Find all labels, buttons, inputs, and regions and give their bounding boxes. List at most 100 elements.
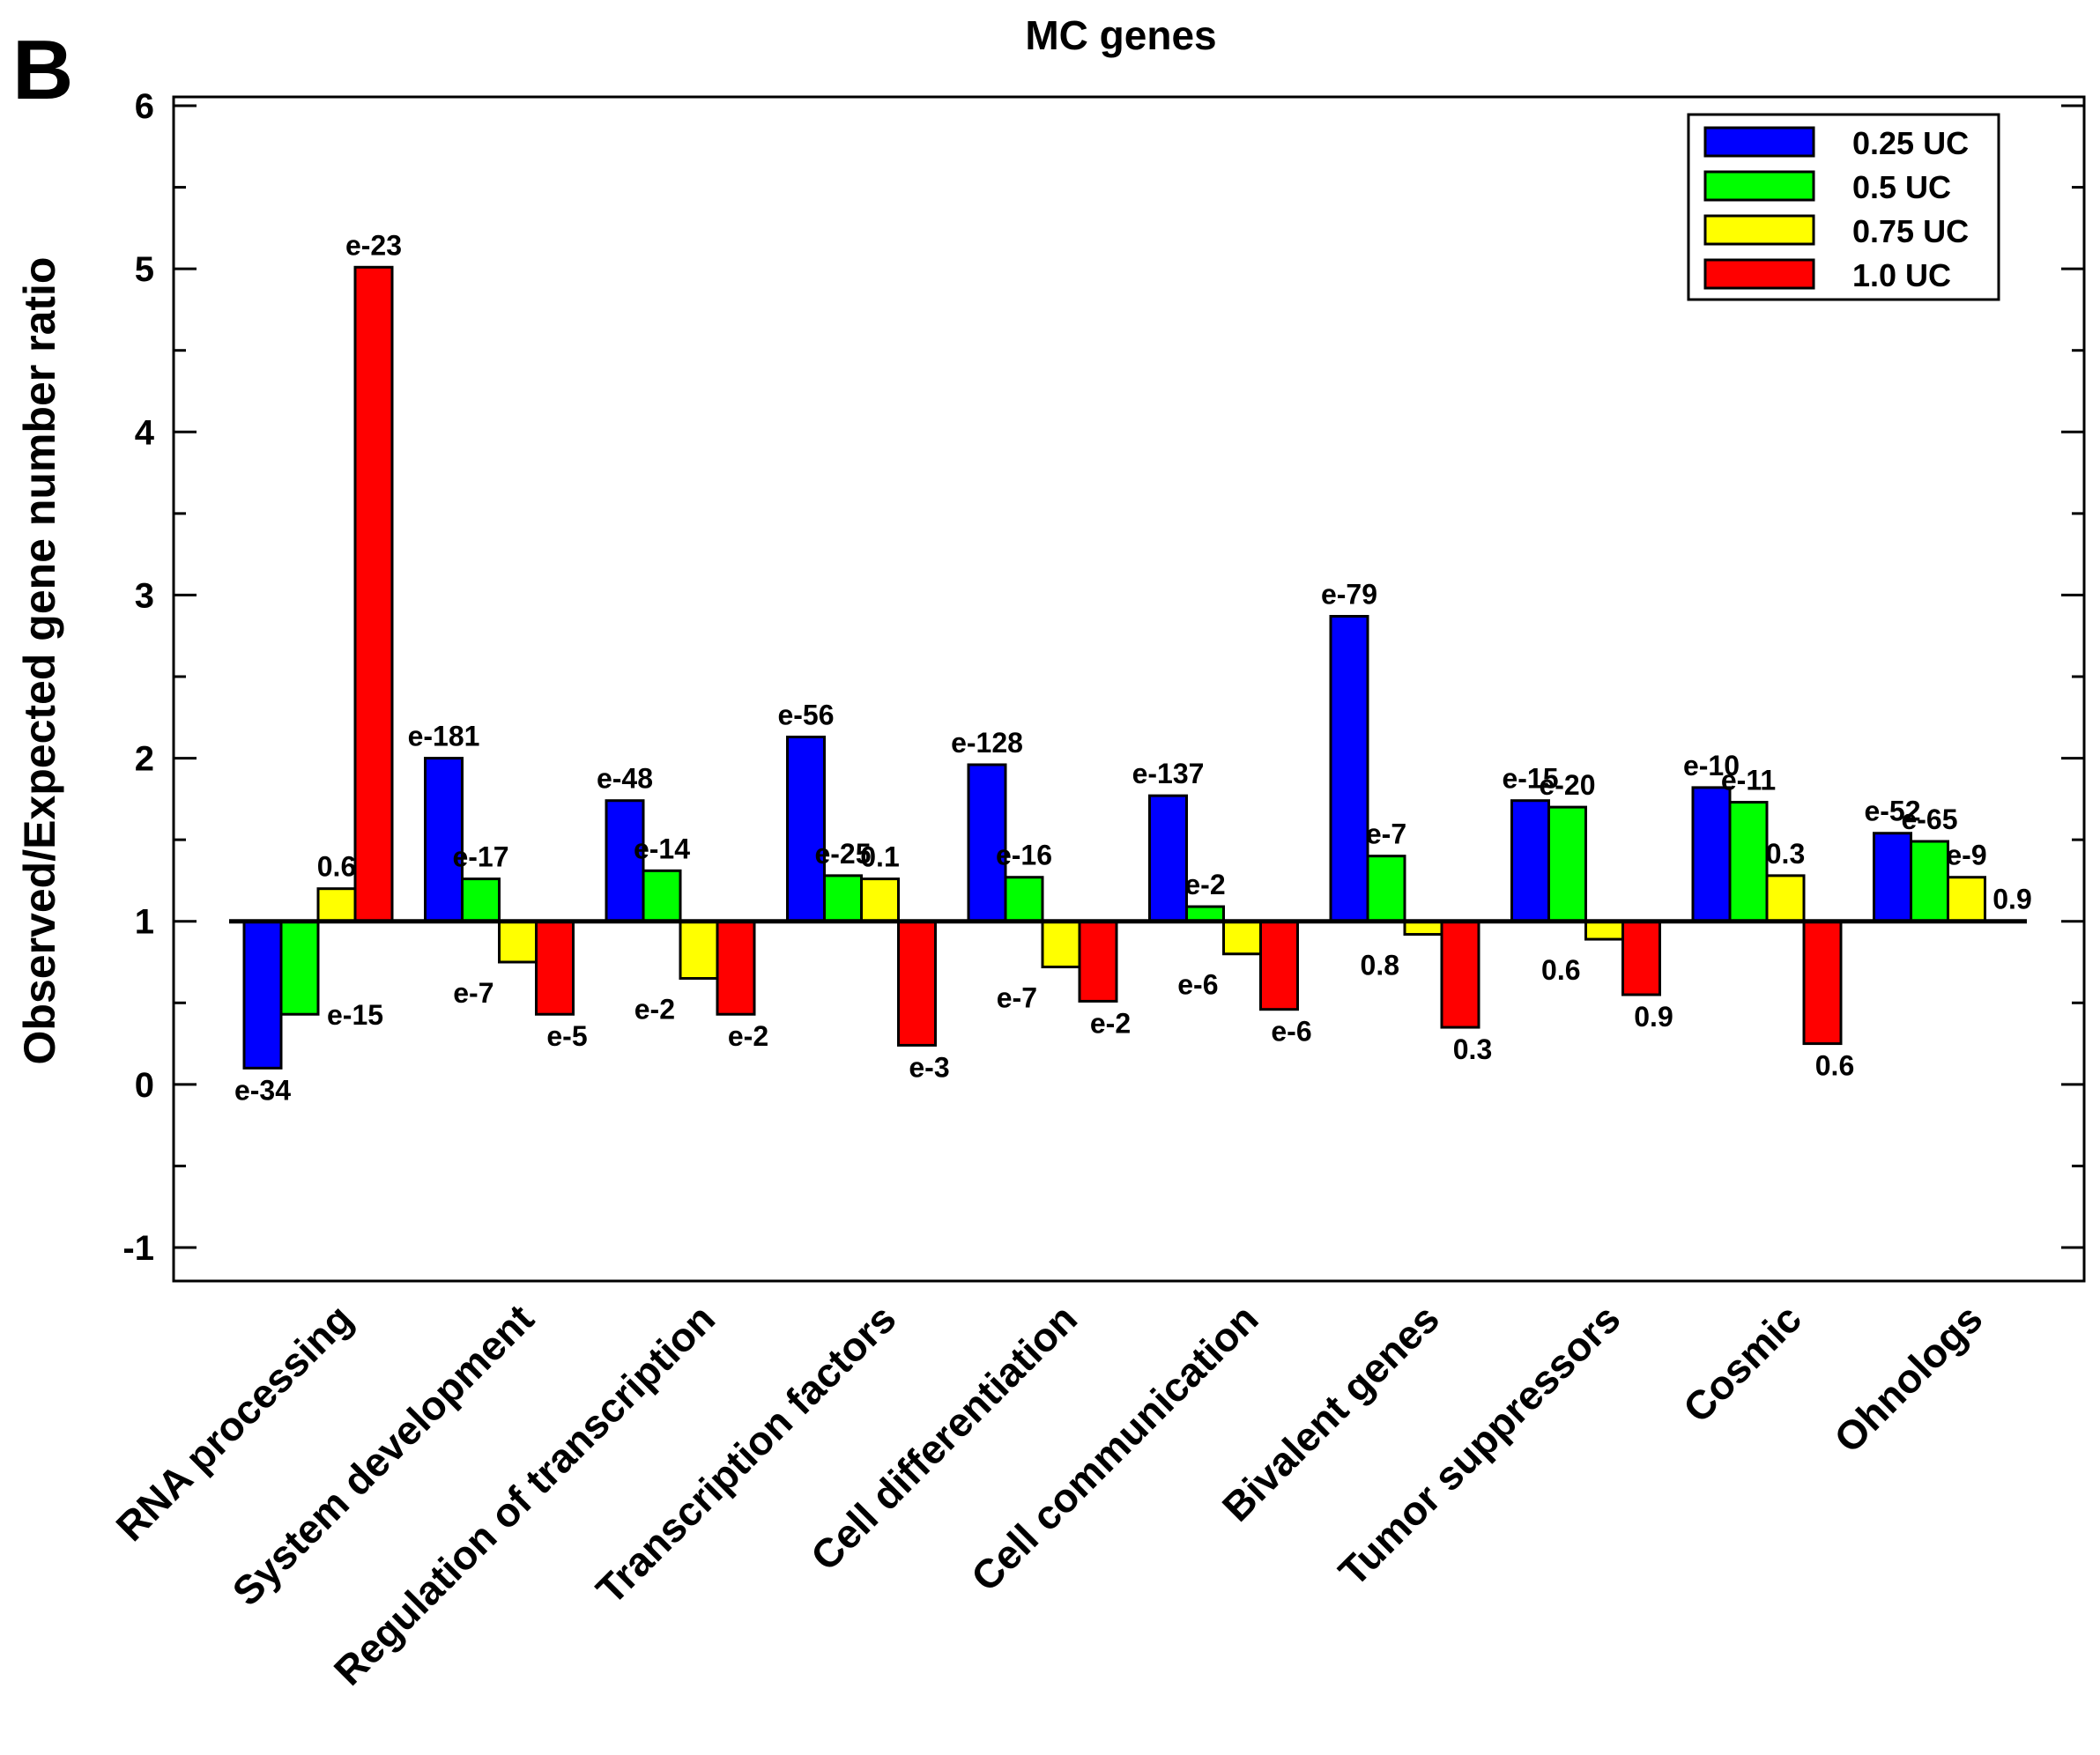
bar-label: e-7	[1366, 818, 1406, 850]
category-label: Ohnologs	[1825, 1295, 1992, 1462]
bar-label: e-17	[452, 841, 508, 873]
bar	[1947, 876, 1986, 923]
bar-label: 0.1	[860, 841, 899, 873]
bar	[1510, 799, 1550, 923]
bar-label: e-11	[1721, 765, 1776, 796]
bar	[424, 757, 464, 923]
bar-label: e-65	[1901, 803, 1957, 835]
bar	[461, 878, 501, 923]
bar-label: e-25	[814, 838, 871, 870]
bar-label: e-56	[777, 700, 834, 731]
legend: 0.25 UC 0.5 UC 0.75 UC 1.0 UC	[1687, 113, 2000, 301]
legend-label: 1.0 UC	[1852, 257, 1951, 293]
bar	[786, 736, 826, 923]
legend-swatch	[1703, 214, 1815, 246]
bar	[860, 878, 900, 923]
bar	[823, 874, 863, 923]
bar	[1547, 805, 1587, 923]
bar-labels: e-34 e-15 0.6 e-23 e-181 e-17 e-7 e-5 e-48 e-14 e-…	[234, 229, 2032, 1106]
bar	[1078, 920, 1118, 1003]
bar-label: e-14	[634, 833, 690, 864]
bar-label: e-48	[597, 763, 653, 795]
bar-label: e-15	[327, 999, 383, 1031]
y-tick-label: 6	[135, 87, 154, 126]
bar-label: e-79	[1321, 578, 1377, 610]
bar	[1802, 920, 1843, 1046]
panel-letter: B	[12, 23, 73, 117]
bar-label: e-2	[1090, 1007, 1131, 1039]
bar	[1910, 840, 1949, 923]
bar-label: 0.6	[1815, 1050, 1854, 1082]
category-label: Regulation of transcription	[325, 1295, 723, 1693]
bar	[605, 799, 645, 923]
plot-frame	[172, 95, 2086, 1283]
legend-swatch	[1703, 258, 1815, 290]
bar-label: 0.3	[1453, 1033, 1492, 1065]
bar-label: e-52	[1864, 796, 1920, 827]
bar	[1728, 801, 1769, 923]
category-label: Transcription factors	[587, 1295, 904, 1612]
bar-label: 0.3	[1766, 838, 1805, 870]
bar-label: 0.6	[317, 851, 356, 883]
bar-label: e-20	[1539, 769, 1595, 801]
bar-label: e-128	[951, 727, 1023, 759]
legend-label: 0.75 UC	[1852, 213, 1969, 249]
bar-label: e-7	[453, 977, 493, 1009]
y-ticks: -1 0 1 2 3 4 5 6	[122, 87, 2084, 1268]
bar-label: e-15	[1502, 763, 1558, 795]
bar	[967, 763, 1007, 923]
bar-label: 0.6	[1541, 954, 1580, 986]
chart-title: MC genes	[1025, 12, 1216, 58]
bar-label: e-3	[909, 1051, 949, 1083]
bar	[1691, 786, 1732, 923]
y-tick-label: 0	[135, 1066, 154, 1105]
bar-label: e-7	[997, 982, 1037, 1014]
bar-label: e-181	[408, 721, 480, 752]
category-label: Cosmic	[1674, 1295, 1810, 1431]
bar-label: e-2	[728, 1020, 768, 1052]
y-axis-label: Observed/Expected gene number ratio	[15, 257, 64, 1065]
bar	[1873, 832, 1912, 923]
bar	[1765, 874, 1806, 923]
bar-label: 0.8	[1361, 950, 1399, 981]
bar-label: e-9	[1946, 840, 1986, 871]
legend-label: 0.25 UC	[1852, 125, 1969, 161]
bar-label: e-6	[1271, 1016, 1311, 1048]
bar-label: e-10	[1683, 750, 1740, 781]
bar	[1148, 794, 1188, 923]
bar	[1222, 920, 1262, 956]
bar	[279, 920, 320, 1016]
y-tick-label: 3	[135, 576, 154, 615]
bar	[353, 265, 394, 923]
y-tick-label: -1	[122, 1229, 154, 1268]
bar	[1366, 855, 1406, 923]
bar	[716, 920, 756, 1016]
bar-label: e-6	[1177, 969, 1218, 1001]
bar-label: e-34	[234, 1074, 291, 1106]
y-tick-label: 5	[135, 250, 154, 289]
category-label: System development	[223, 1295, 542, 1614]
bar-label: e-137	[1132, 758, 1205, 789]
bar	[1259, 920, 1299, 1011]
bar-label: e-5	[546, 1020, 587, 1052]
bar	[1329, 614, 1369, 923]
bar	[897, 920, 937, 1047]
bars	[242, 265, 2023, 1070]
y-tick-label: 2	[135, 740, 154, 779]
bar	[679, 920, 719, 981]
bar-label: e-2	[1184, 869, 1225, 900]
bar-label: 0.9	[1634, 1001, 1673, 1033]
y-tick-label: 4	[135, 413, 155, 452]
bar	[642, 869, 682, 923]
bar-label: 0.9	[1992, 884, 2031, 915]
bar	[1041, 920, 1081, 969]
y-tick-label: 1	[135, 903, 154, 942]
bar-label: e-16	[996, 840, 1052, 871]
bar	[535, 920, 575, 1016]
legend-swatch	[1703, 170, 1815, 202]
bar	[1584, 920, 1624, 941]
bar-label: e-2	[634, 994, 675, 1026]
bar	[316, 887, 357, 923]
